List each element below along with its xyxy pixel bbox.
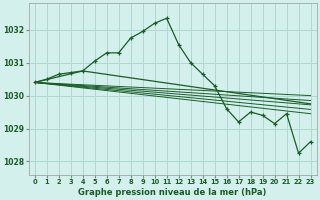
- X-axis label: Graphe pression niveau de la mer (hPa): Graphe pression niveau de la mer (hPa): [78, 188, 267, 197]
